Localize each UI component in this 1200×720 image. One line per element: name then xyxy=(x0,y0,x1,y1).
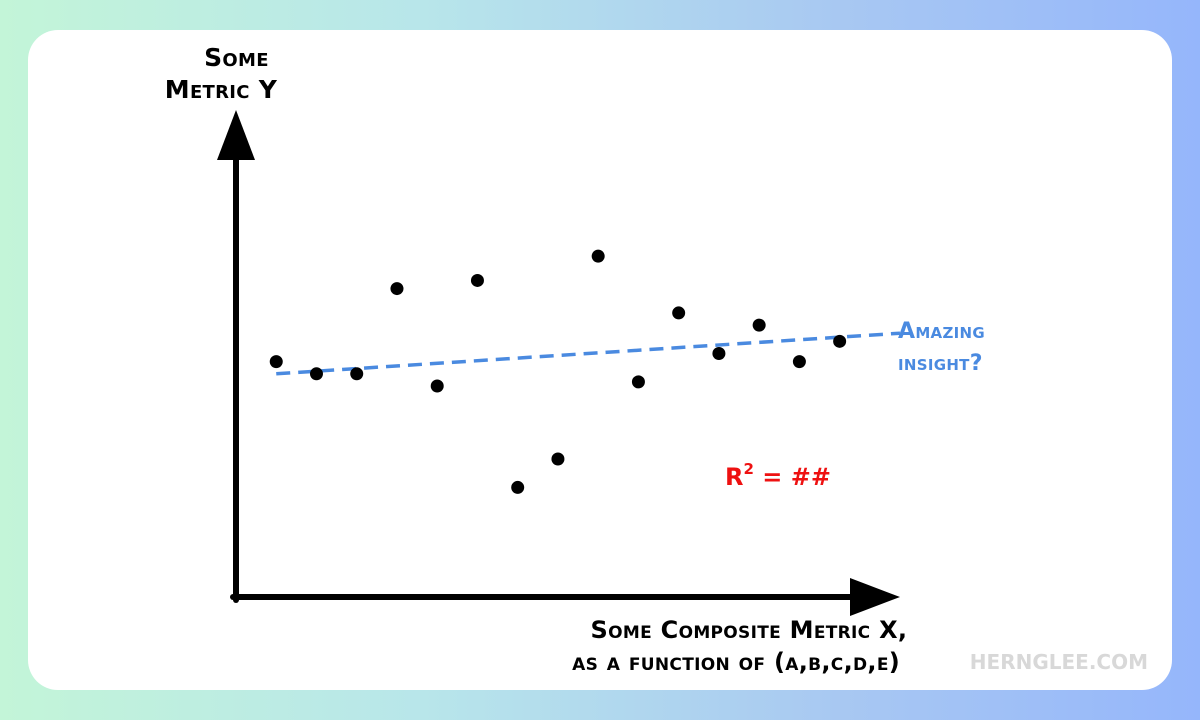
x-axis-label-line-2: as a function of (a,b,c,d,e) xyxy=(572,648,900,676)
data-point-11 xyxy=(672,306,686,320)
chart-card: Some Metric Y Some Composite Metric X, a… xyxy=(28,30,1172,690)
data-points xyxy=(269,249,847,494)
data-point-4 xyxy=(390,282,404,296)
trend-annotation-line-2: insight? xyxy=(898,351,983,376)
r2-annotation: R2 = ## xyxy=(725,460,831,491)
scatter-chart: Some Metric Y Some Composite Metric X, a… xyxy=(165,43,1148,676)
x-axis-label: Some Composite Metric X, as a function o… xyxy=(572,616,916,676)
y-axis-label-line-1: Some xyxy=(204,43,269,72)
data-point-1 xyxy=(269,355,283,369)
data-point-14 xyxy=(792,355,806,369)
x-axis-label-line-1: Some Composite Metric X, xyxy=(591,616,908,644)
x-axis-arrowhead xyxy=(850,578,900,616)
r2-base: R xyxy=(725,463,743,491)
watermark: HERNGLEE.COM xyxy=(970,650,1148,674)
r2-superscript: 2 xyxy=(743,460,753,478)
data-point-9 xyxy=(591,249,605,263)
data-point-6 xyxy=(470,273,484,287)
y-axis-label: Some Metric Y xyxy=(165,43,278,104)
data-point-7 xyxy=(511,480,525,494)
data-point-2 xyxy=(309,367,323,381)
data-point-3 xyxy=(350,367,364,381)
data-point-15 xyxy=(833,334,847,348)
trendline xyxy=(276,331,901,376)
data-point-10 xyxy=(631,375,645,389)
r2-rest: = ## xyxy=(754,463,831,491)
trend-annotation-line-1: Amazing xyxy=(898,319,985,344)
trend-annotation: Amazing insight? xyxy=(898,319,993,376)
data-point-8 xyxy=(551,452,565,466)
y-axis-label-line-2: Metric Y xyxy=(165,75,278,104)
data-point-5 xyxy=(430,379,444,393)
y-axis-arrowhead xyxy=(217,110,255,160)
data-point-13 xyxy=(752,318,766,332)
data-point-12 xyxy=(712,347,726,360)
